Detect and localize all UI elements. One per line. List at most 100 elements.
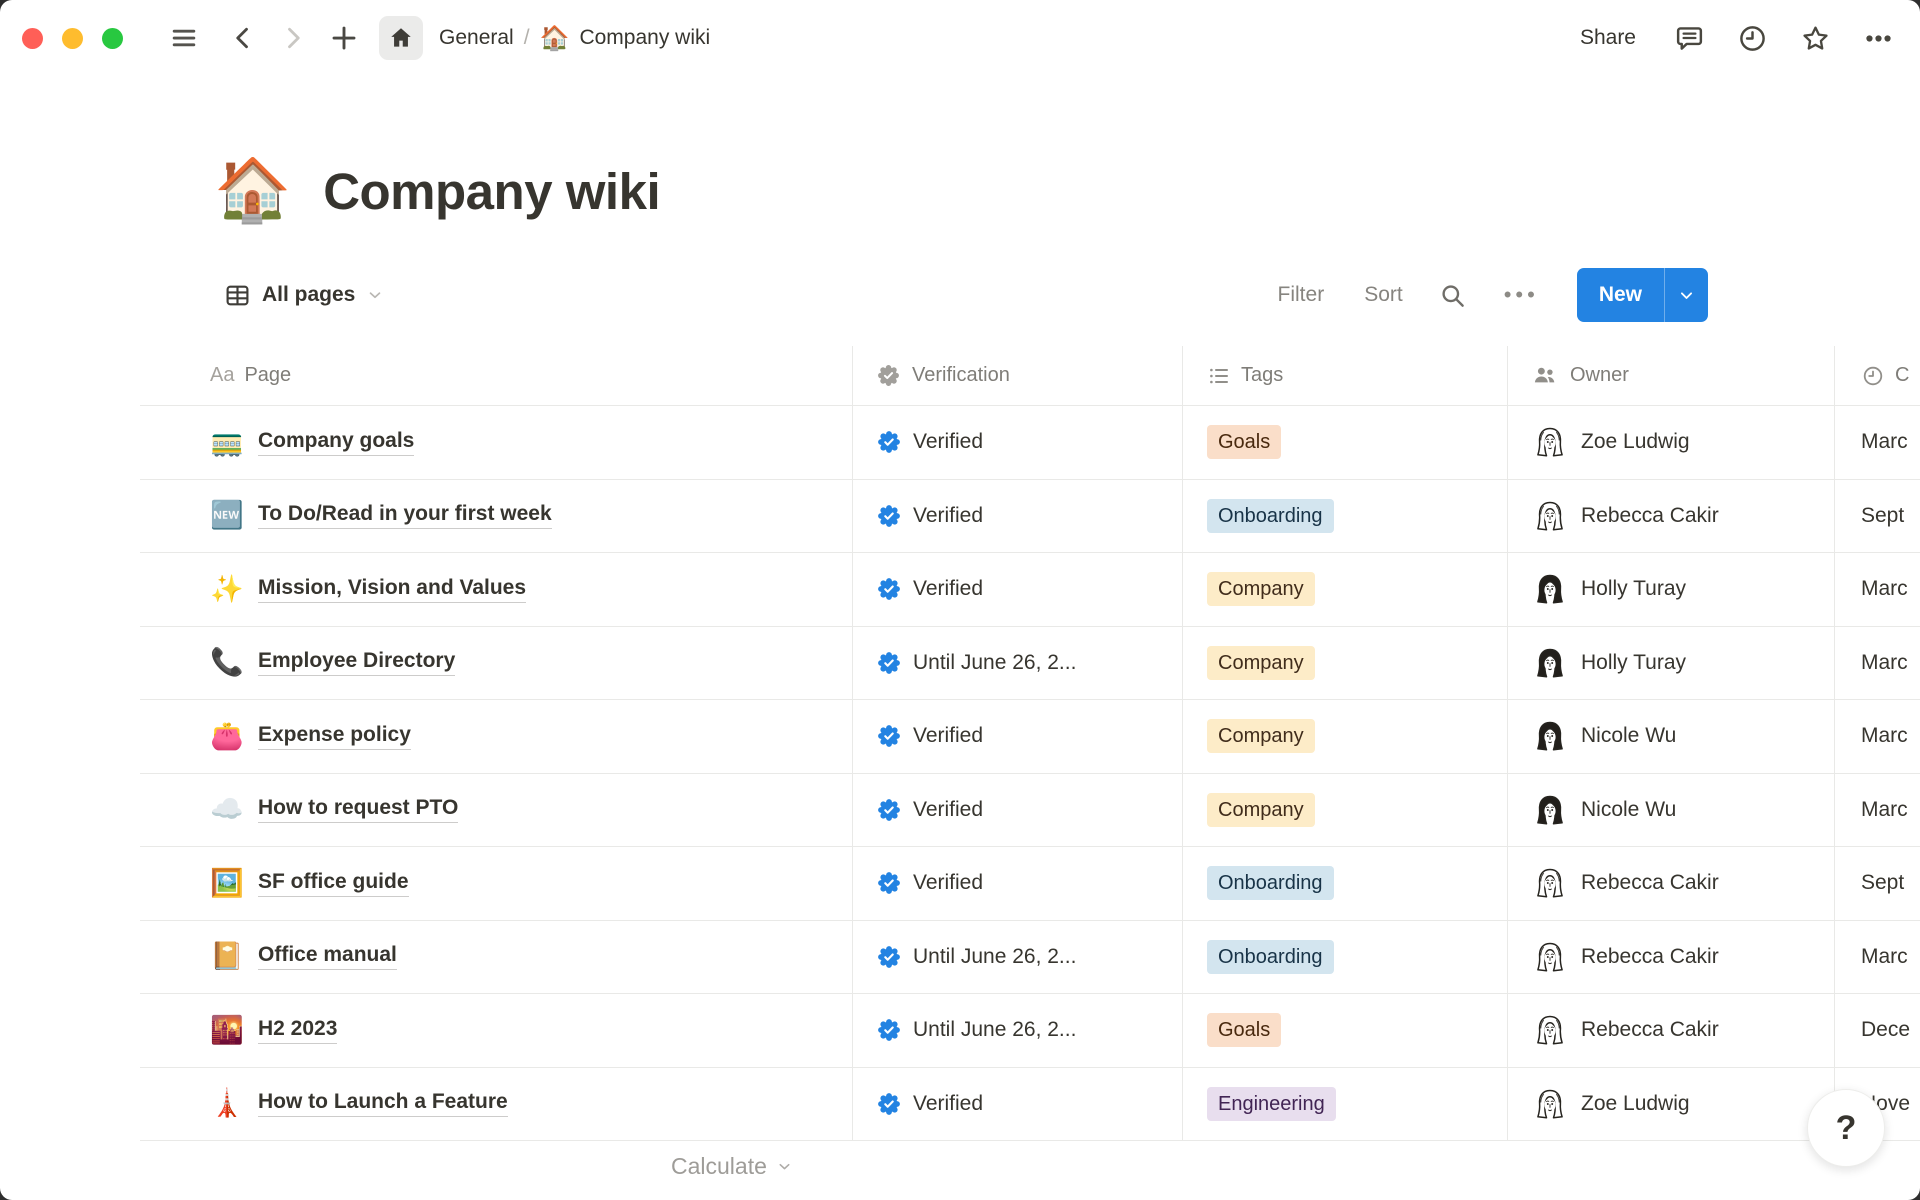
page-title-link[interactable]: H2 2023 (258, 1017, 338, 1044)
tags-cell[interactable]: Goals (1182, 994, 1507, 1067)
tags-cell[interactable]: Onboarding (1182, 479, 1507, 552)
tags-cell[interactable]: Company (1182, 553, 1507, 626)
table-row[interactable]: 👛 Expense policy Verified Company Nicole… (140, 700, 1920, 774)
table-row[interactable]: 📔 Office manual Until June 26, 2... Onbo… (140, 920, 1920, 994)
forward-button[interactable] (279, 24, 307, 52)
tags-cell[interactable]: Goals (1182, 406, 1507, 479)
column-header-tags[interactable]: Tags (1182, 346, 1507, 405)
column-header-created[interactable]: C (1834, 346, 1920, 405)
sort-button[interactable]: Sort (1360, 281, 1407, 309)
calculate-button[interactable]: Calculate (665, 1152, 799, 1181)
owner-cell[interactable]: Holly Turay (1507, 553, 1834, 626)
page-cell[interactable]: ✨ Mission, Vision and Values (140, 553, 852, 626)
owner-cell[interactable]: Nicole Wu (1507, 700, 1834, 773)
owner-cell[interactable]: Holly Turay (1507, 626, 1834, 699)
created-cell[interactable]: Sept (1834, 847, 1920, 920)
verification-cell[interactable]: Until June 26, 2... (852, 994, 1182, 1067)
page-title-link[interactable]: How to Launch a Feature (258, 1090, 508, 1118)
page-title-link[interactable]: Mission, Vision and Values (258, 576, 527, 603)
tab-all-pages[interactable]: All pages (224, 282, 384, 309)
tags-cell[interactable]: Engineering (1182, 1067, 1507, 1140)
table-row[interactable]: 📞 Employee Directory Until June 26, 2...… (140, 626, 1920, 700)
close-window-button[interactable] (22, 27, 43, 49)
page-cell[interactable]: 🆕 To Do/Read in your first week (140, 480, 852, 553)
back-button[interactable] (229, 24, 257, 52)
page-cell[interactable]: 🖼️ SF office guide (140, 847, 852, 920)
created-cell[interactable]: Marc (1834, 700, 1920, 773)
owner-cell[interactable]: Zoe Ludwig (1507, 406, 1834, 479)
sidebar-toggle-button[interactable] (169, 23, 199, 53)
page-title-link[interactable]: SF office guide (258, 870, 409, 897)
owner-cell[interactable]: Rebecca Cakir (1507, 994, 1834, 1067)
new-button[interactable]: New (1598, 283, 1642, 306)
page-cell[interactable]: 🚃 Company goals (140, 406, 852, 479)
owner-cell[interactable]: Rebecca Cakir (1507, 920, 1834, 993)
minimize-window-button[interactable] (62, 27, 83, 49)
table-row[interactable]: 🌇 H2 2023 Until June 26, 2... Goals Rebe… (140, 994, 1920, 1068)
page-title-link[interactable]: Employee Directory (258, 649, 456, 677)
page-title-link[interactable]: How to request PTO (258, 796, 459, 824)
page-title-link[interactable]: To Do/Read in your first week (258, 502, 552, 530)
search-button[interactable] (1439, 282, 1466, 309)
table-row[interactable]: 🆕 To Do/Read in your first week Verified… (140, 479, 1920, 553)
new-dropdown-button[interactable] (1665, 268, 1708, 322)
filter-button[interactable]: Filter (1274, 281, 1329, 309)
column-header-verification[interactable]: Verification (852, 346, 1182, 405)
created-cell[interactable]: Marc (1834, 406, 1920, 479)
column-header-owner[interactable]: Owner (1507, 346, 1834, 405)
verification-cell[interactable]: Until June 26, 2... (852, 626, 1182, 699)
tags-cell[interactable]: Onboarding (1182, 847, 1507, 920)
created-cell[interactable]: Marc (1834, 773, 1920, 846)
comments-button[interactable] (1674, 23, 1705, 54)
tags-cell[interactable]: Company (1182, 626, 1507, 699)
verification-cell[interactable]: Until June 26, 2... (852, 920, 1182, 993)
verification-cell[interactable]: Verified (852, 773, 1182, 846)
history-button[interactable] (1737, 23, 1768, 54)
page-title-link[interactable]: Office manual (258, 943, 397, 971)
created-cell[interactable]: Marc (1834, 626, 1920, 699)
breadcrumb-root[interactable]: General (439, 26, 514, 49)
verification-cell[interactable]: Verified (852, 553, 1182, 626)
page-title-link[interactable]: Company goals (258, 429, 415, 456)
created-cell[interactable]: Dece (1834, 994, 1920, 1067)
page-title-link[interactable]: Expense policy (258, 723, 411, 750)
page-cell[interactable]: 🗼 How to Launch a Feature (140, 1068, 852, 1141)
verification-cell[interactable]: Verified (852, 1067, 1182, 1140)
help-button[interactable]: ? (1807, 1089, 1885, 1167)
verification-cell[interactable]: Verified (852, 479, 1182, 552)
table-row[interactable]: ✨ Mission, Vision and Values Verified Co… (140, 553, 1920, 627)
created-cell[interactable]: Marc (1834, 920, 1920, 993)
verification-cell[interactable]: Verified (852, 847, 1182, 920)
tags-cell[interactable]: Onboarding (1182, 920, 1507, 993)
more-options-button[interactable] (1863, 23, 1894, 54)
table-row[interactable]: ☁️ How to request PTO Verified Company N… (140, 773, 1920, 847)
page-emoji-icon[interactable]: 🏠 (214, 156, 292, 225)
home-button[interactable] (379, 16, 423, 60)
column-header-page[interactable]: Aa Page (140, 346, 852, 405)
owner-cell[interactable]: Rebecca Cakir (1507, 847, 1834, 920)
table-row[interactable]: 🖼️ SF office guide Verified Onboarding R… (140, 847, 1920, 921)
zoom-window-button[interactable] (102, 27, 123, 49)
page-cell[interactable]: ☁️ How to request PTO (140, 774, 852, 847)
view-options-button[interactable]: ••• (1498, 281, 1545, 309)
breadcrumb-page[interactable]: Company wiki (579, 26, 711, 49)
page-cell[interactable]: 📔 Office manual (140, 921, 852, 994)
table-row[interactable]: 🗼 How to Launch a Feature Verified Engin… (140, 1067, 1920, 1141)
created-cell[interactable]: Marc (1834, 553, 1920, 626)
favorite-button[interactable] (1800, 23, 1831, 54)
page-cell[interactable]: 🌇 H2 2023 (140, 994, 852, 1067)
table-row[interactable]: 🚃 Company goals Verified Goals Zoe Ludwi… (140, 406, 1920, 480)
new-page-button[interactable] (329, 23, 359, 53)
tags-cell[interactable]: Company (1182, 773, 1507, 846)
created-cell[interactable]: Sept (1834, 479, 1920, 552)
share-button[interactable]: Share (1574, 22, 1642, 54)
verification-cell[interactable]: Verified (852, 700, 1182, 773)
page-cell[interactable]: 📞 Employee Directory (140, 627, 852, 700)
list-icon (1210, 368, 1228, 383)
tags-cell[interactable]: Company (1182, 700, 1507, 773)
verification-cell[interactable]: Verified (852, 406, 1182, 479)
owner-cell[interactable]: Nicole Wu (1507, 773, 1834, 846)
owner-cell[interactable]: Zoe Ludwig (1507, 1067, 1834, 1140)
page-cell[interactable]: 👛 Expense policy (140, 700, 852, 773)
owner-cell[interactable]: Rebecca Cakir (1507, 479, 1834, 552)
